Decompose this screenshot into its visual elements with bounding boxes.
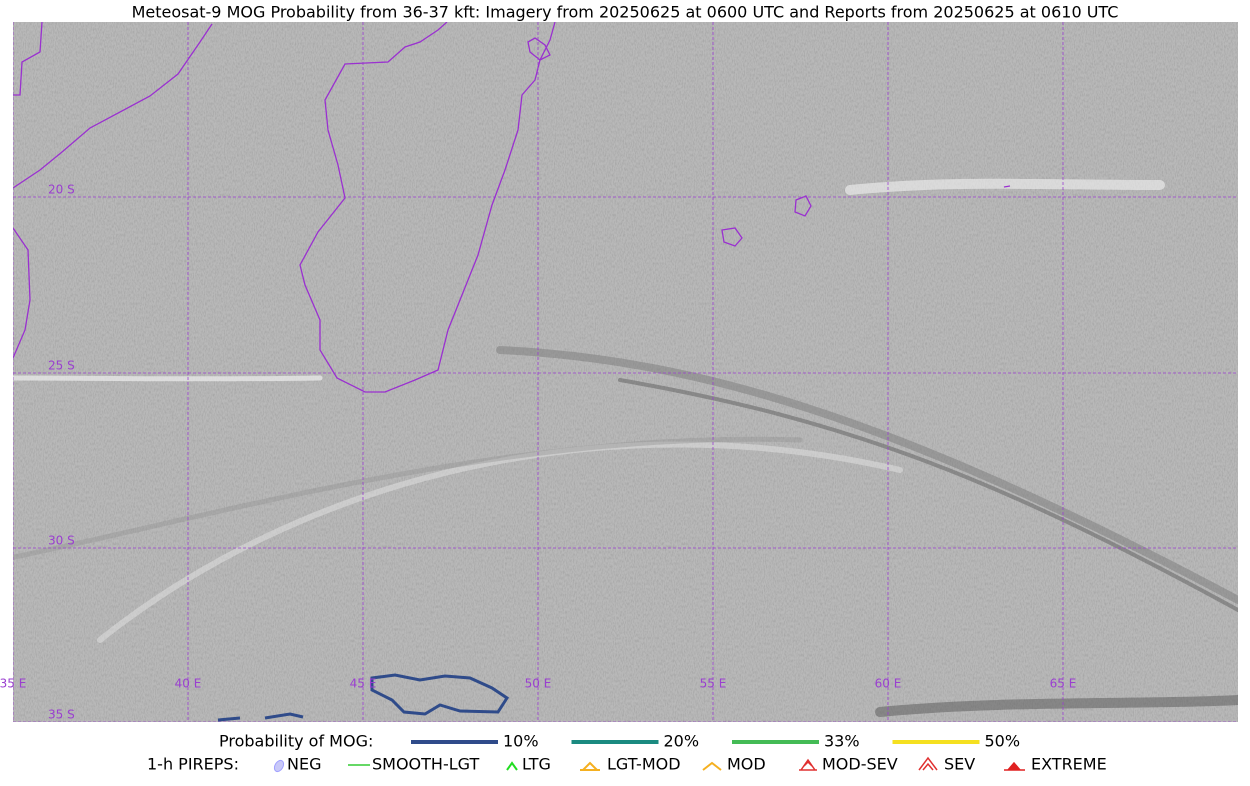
probability-legend: 10% 20% 33% 50% — [411, 732, 1020, 751]
legend-label: NEG — [287, 755, 321, 774]
graticule — [13, 22, 1238, 722]
legend-label: LTG — [522, 755, 551, 774]
longitude-label: 45 E — [350, 677, 377, 691]
pirep-legend: NEG SMOOTH-LGT LTG LGT-MOD MOD MOD-SEV SEV EXTR… — [287, 755, 1107, 774]
latitude-label: 25 S — [48, 359, 75, 373]
legend-label: EXTREME — [1031, 755, 1107, 774]
legend-label: SEV — [944, 755, 975, 774]
legend-label: 20% — [664, 732, 700, 751]
mod-icon — [702, 761, 722, 771]
graticule-labels: 20 S 25 S 30 S 35 S 35 E 40 E 45 E 50 E 55 E 60 E… — [0, 183, 1076, 722]
extreme-icon — [1004, 761, 1025, 771]
longitude-label: 65 E — [1050, 677, 1077, 691]
longitude-label: 40 E — [175, 677, 202, 691]
latitude-label: 30 S — [48, 534, 75, 548]
longitude-label: 55 E — [700, 677, 727, 691]
legend-label: MOD-SEV — [822, 755, 898, 774]
legend-label: 33% — [824, 732, 860, 751]
legend-title: 1-h PIREPS: — [147, 755, 239, 774]
cloud-streaks — [13, 178, 1238, 717]
legend-label: 50% — [985, 732, 1021, 751]
legend-label: SMOOTH-LGT — [372, 755, 479, 774]
coastlines — [13, 22, 1011, 393]
sev-icon — [918, 756, 938, 771]
legend-label: MOD — [727, 755, 766, 774]
neg-icon — [273, 759, 285, 773]
ltg-icon — [506, 761, 518, 771]
legend-title: Probability of MOG: — [219, 732, 373, 751]
map — [13, 22, 1238, 722]
legend-label: 10% — [503, 732, 539, 751]
mog-contours — [217, 673, 510, 722]
latitude-label: 35 S — [48, 708, 75, 722]
latitude-label: 20 S — [48, 183, 75, 197]
legend-label: LGT-MOD — [607, 755, 681, 774]
longitude-label: 60 E — [875, 677, 902, 691]
legend: Probability of MOG: 10% 20% 33% 50% 1-h PIR… — [147, 732, 1107, 774]
lgt-mod-icon — [580, 761, 600, 771]
title: Meteosat-9 MOG Probability from 36-37 kf… — [132, 3, 1119, 22]
satellite-texture — [13, 22, 1238, 722]
pirep-icons — [273, 756, 1025, 773]
longitude-label: 50 E — [525, 677, 552, 691]
mod-sev-icon — [799, 758, 817, 771]
longitude-label: 35 E — [0, 677, 26, 691]
